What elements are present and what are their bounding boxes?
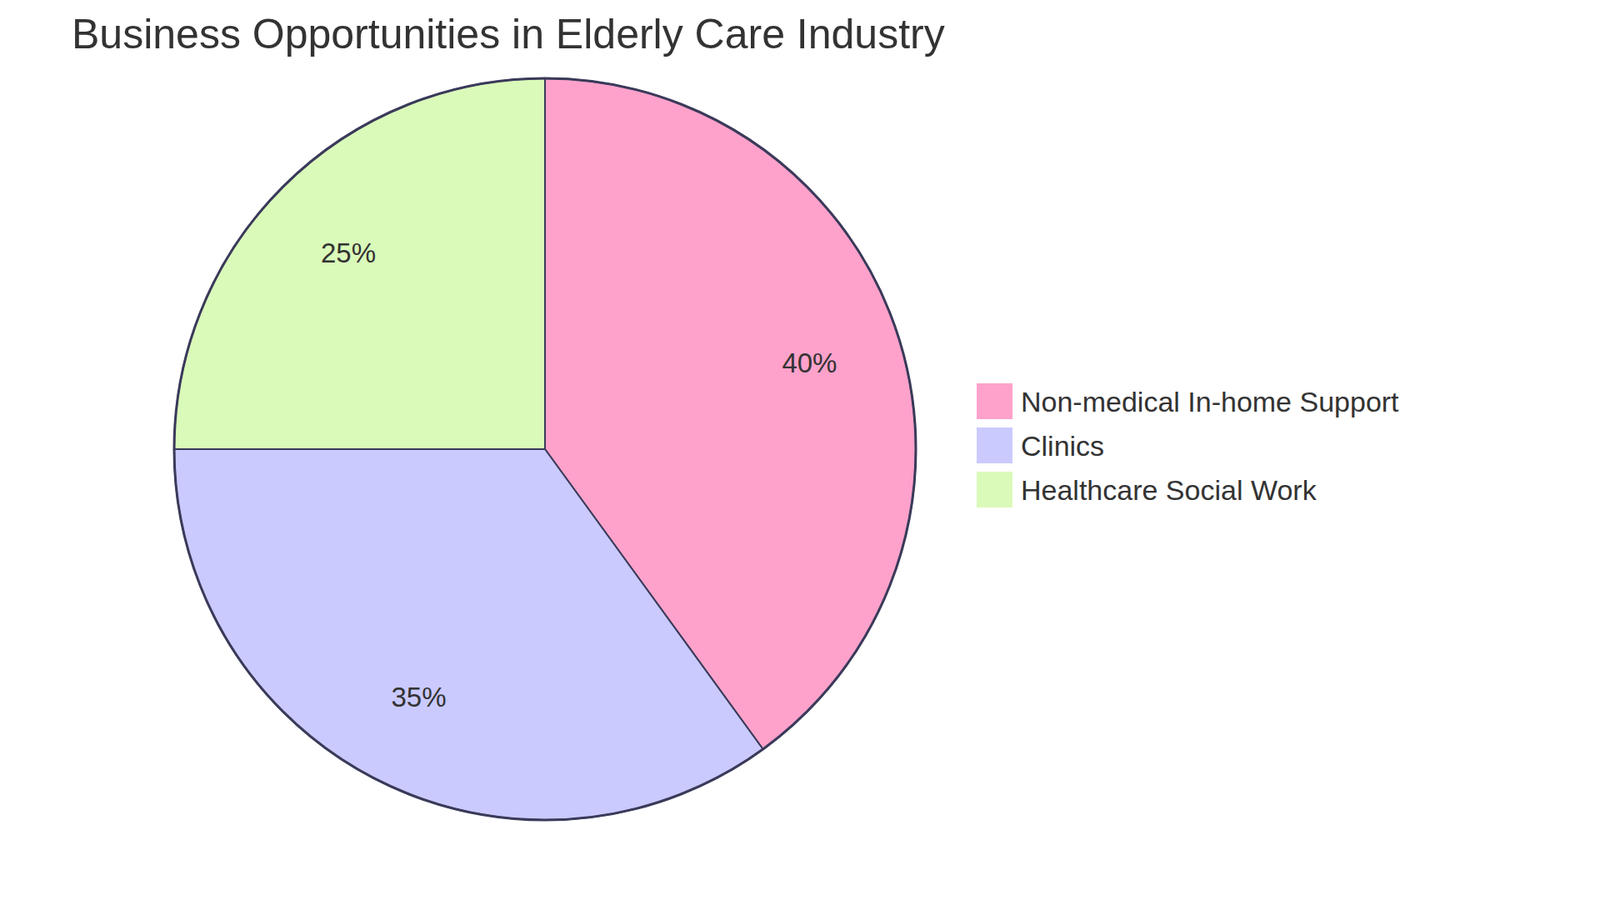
pie-outline [174,78,916,820]
data-label: 40% [781,347,837,379]
legend-swatch [976,383,1013,420]
legend-swatch [976,471,1013,508]
chart-svg: Business Opportunities in Elderly Care I… [0,0,1600,900]
pie-slices [174,78,916,820]
legend-label: Clinics [1020,430,1105,462]
chart-title: Business Opportunities in Elderly Care I… [71,10,945,58]
data-label: 25% [320,237,376,269]
legend-label: Healthcare Social Work [1020,474,1318,506]
data-label: 35% [390,681,446,713]
chart-container: Business Opportunities in Elderly Care I… [0,0,1600,900]
pie-labels: 40% 35% 25% [320,237,837,713]
pie-slice [174,449,764,820]
legend-label: Non-medical In-home Support [1020,385,1400,418]
pie-slice [174,78,545,450]
legend: Non-medical In-home Support Clinics Health… [976,383,1400,508]
legend-swatch [976,427,1013,464]
